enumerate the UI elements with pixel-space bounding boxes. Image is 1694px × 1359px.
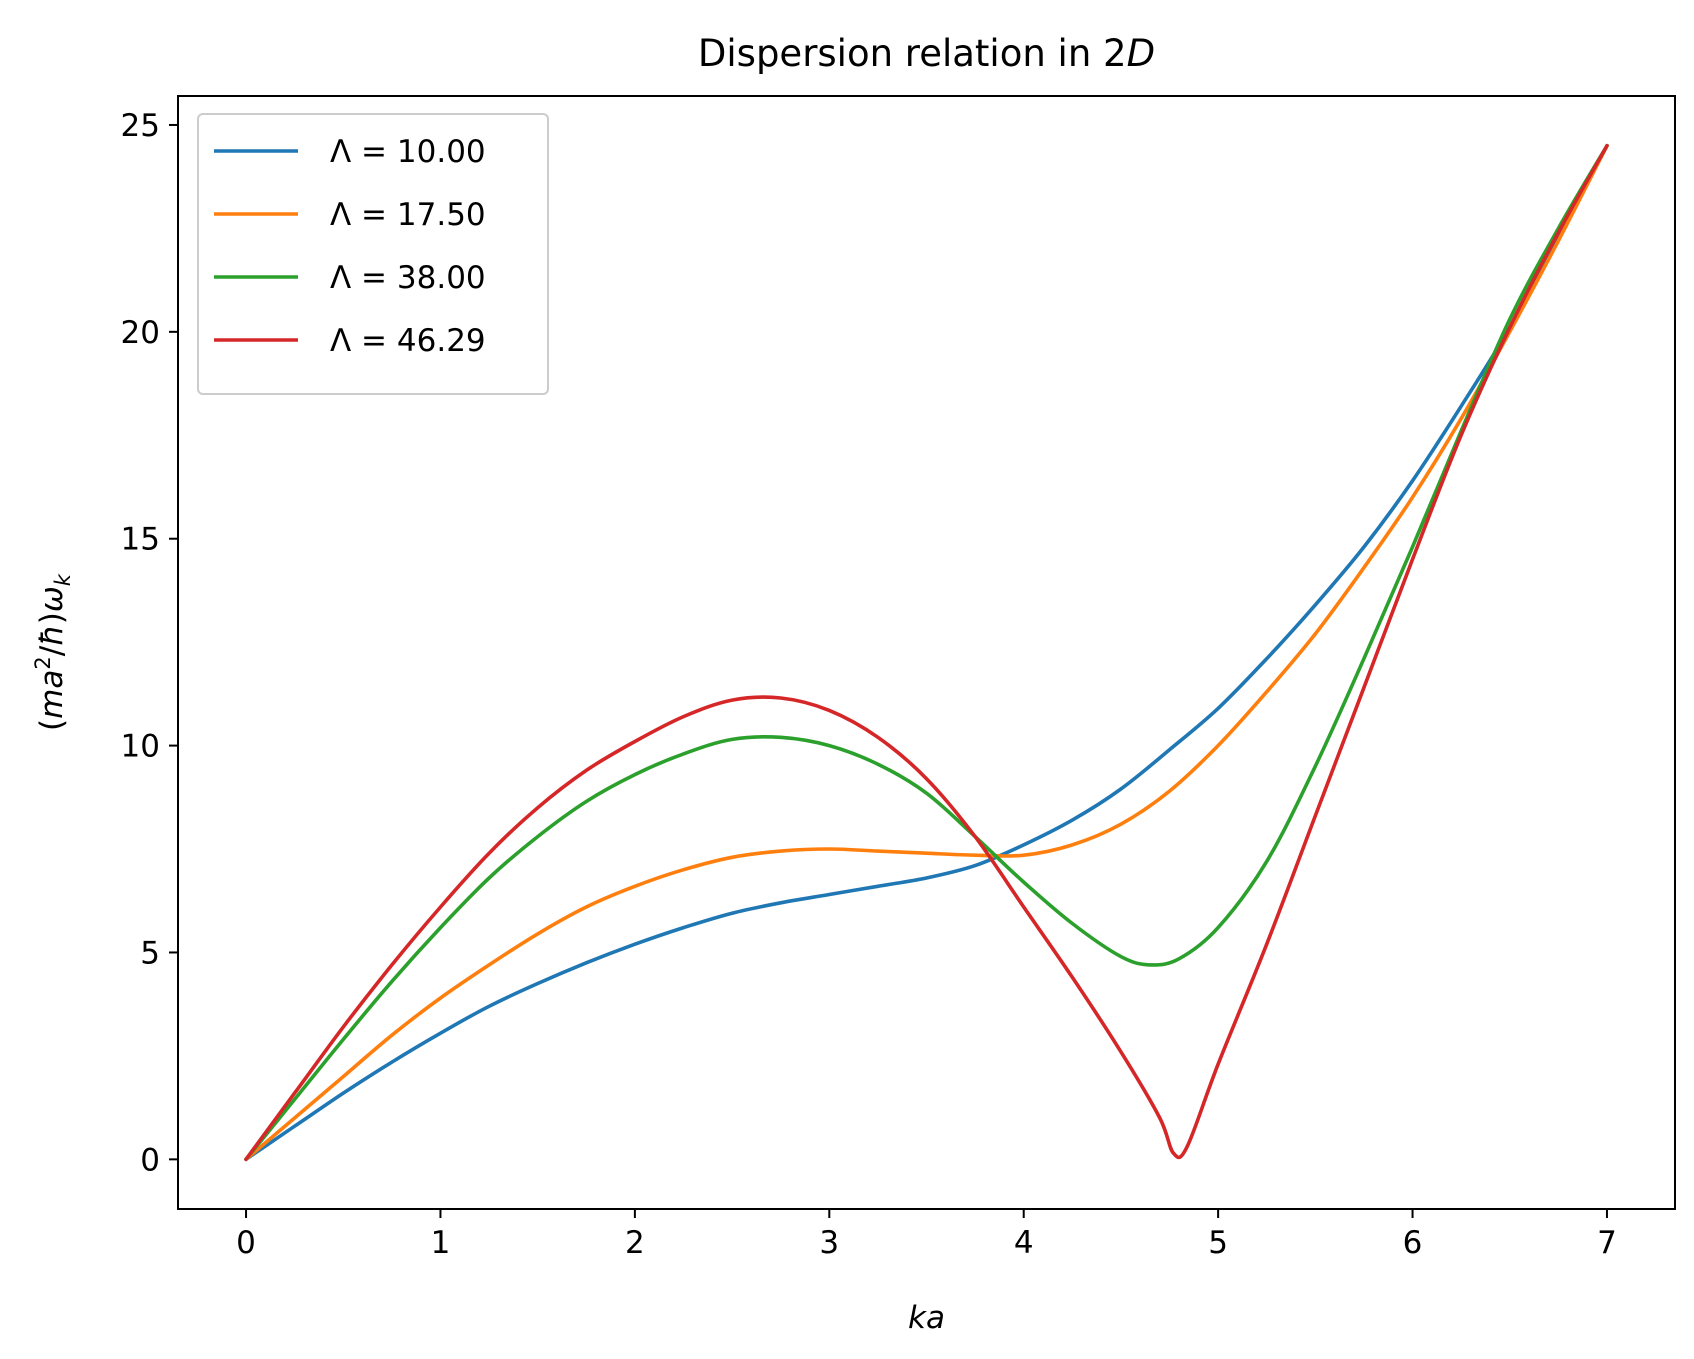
x-tick-label: 3: [819, 1225, 839, 1261]
series-layer: [244, 143, 1609, 1162]
x-tick-label: 7: [1597, 1225, 1617, 1261]
legend-label: Λ = 10.00: [330, 134, 486, 170]
y-axis-title-part: ħ: [34, 624, 70, 646]
x-tick-label: 5: [1208, 1225, 1228, 1261]
y-axis-title-part: ): [34, 612, 70, 624]
chart-title: Dispersion relation in 2D: [698, 32, 1155, 75]
x-axis: 0 1 2 3 4 5 6 7: [236, 1209, 1617, 1261]
x-tick-label: 2: [625, 1225, 645, 1261]
y-axis: 0 5 10 15 20 25: [121, 108, 178, 1178]
y-axis-title-part: (: [34, 719, 70, 731]
chart-title-italic: D: [1127, 32, 1156, 75]
series-line-3: [244, 143, 1609, 1162]
chart-title-text: Dispersion relation in 2: [698, 32, 1127, 75]
y-axis-title: (ma2/ħ)ωk: [31, 573, 75, 731]
legend-label: Λ = 17.50: [330, 197, 486, 233]
y-axis-title-superscript: 2: [31, 656, 55, 669]
y-axis-title-part: ω: [34, 586, 70, 612]
y-axis-title-part: /: [34, 645, 70, 656]
x-axis-title: ka: [908, 1300, 945, 1336]
series-line-2: [244, 143, 1609, 1162]
y-tick-label: 0: [140, 1142, 160, 1178]
y-tick-label: 25: [121, 108, 160, 144]
y-tick-label: 5: [140, 935, 160, 971]
legend-label: Λ = 38.00: [330, 260, 486, 296]
y-tick-label: 20: [121, 315, 160, 351]
y-tick-label: 15: [121, 522, 160, 558]
y-tick-label: 10: [121, 729, 160, 765]
x-tick-label: 0: [236, 1225, 256, 1261]
series-line-1: [244, 143, 1609, 1162]
plot-frame: [177, 95, 1676, 1210]
y-axis-title-part: ma: [34, 670, 70, 719]
x-tick-label: 1: [431, 1225, 451, 1261]
legend-label: Λ = 46.29: [330, 323, 486, 359]
legend-items: Λ = 10.00 Λ = 17.50 Λ = 38.00 Λ = 46.29: [214, 134, 486, 359]
x-tick-label: 4: [1014, 1225, 1034, 1261]
y-axis-title-subscript: k: [51, 573, 75, 586]
series-line-4: [244, 143, 1609, 1162]
x-tick-label: 6: [1403, 1225, 1423, 1261]
legend: Λ = 10.00 Λ = 17.50 Λ = 38.00 Λ = 46.29: [197, 113, 549, 395]
legend-box: [197, 113, 549, 395]
